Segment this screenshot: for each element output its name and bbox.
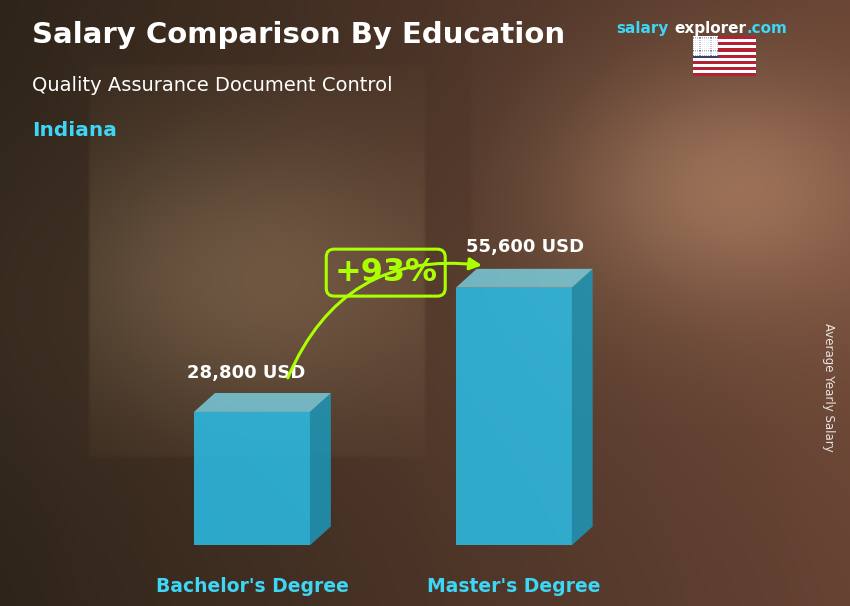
Text: Bachelor's Degree: Bachelor's Degree bbox=[156, 577, 348, 596]
Polygon shape bbox=[456, 269, 592, 288]
Bar bbox=[693, 48, 756, 52]
Bar bbox=[693, 58, 756, 61]
Bar bbox=[693, 45, 756, 48]
Bar bbox=[693, 67, 756, 70]
Polygon shape bbox=[194, 412, 310, 545]
Polygon shape bbox=[572, 269, 592, 545]
Bar bbox=[693, 52, 756, 55]
Text: explorer: explorer bbox=[674, 21, 746, 36]
Text: 28,800 USD: 28,800 USD bbox=[187, 364, 305, 382]
Bar bbox=[693, 73, 756, 76]
Text: Average Yearly Salary: Average Yearly Salary bbox=[822, 324, 836, 452]
Bar bbox=[693, 55, 756, 58]
Polygon shape bbox=[310, 393, 331, 545]
Text: Master's Degree: Master's Degree bbox=[427, 577, 600, 596]
Bar bbox=[693, 64, 756, 67]
Bar bbox=[693, 39, 756, 42]
Bar bbox=[693, 42, 756, 45]
Text: .com: .com bbox=[746, 21, 787, 36]
Polygon shape bbox=[456, 288, 572, 545]
Bar bbox=[693, 61, 756, 64]
Polygon shape bbox=[194, 393, 331, 412]
Bar bbox=[693, 36, 718, 58]
Bar bbox=[693, 36, 756, 39]
Text: salary: salary bbox=[616, 21, 669, 36]
Text: 55,600 USD: 55,600 USD bbox=[467, 238, 585, 256]
Text: Indiana: Indiana bbox=[32, 121, 117, 140]
Bar bbox=[693, 70, 756, 73]
Text: Salary Comparison By Education: Salary Comparison By Education bbox=[32, 21, 565, 49]
Text: Quality Assurance Document Control: Quality Assurance Document Control bbox=[32, 76, 393, 95]
Text: +93%: +93% bbox=[334, 257, 437, 288]
